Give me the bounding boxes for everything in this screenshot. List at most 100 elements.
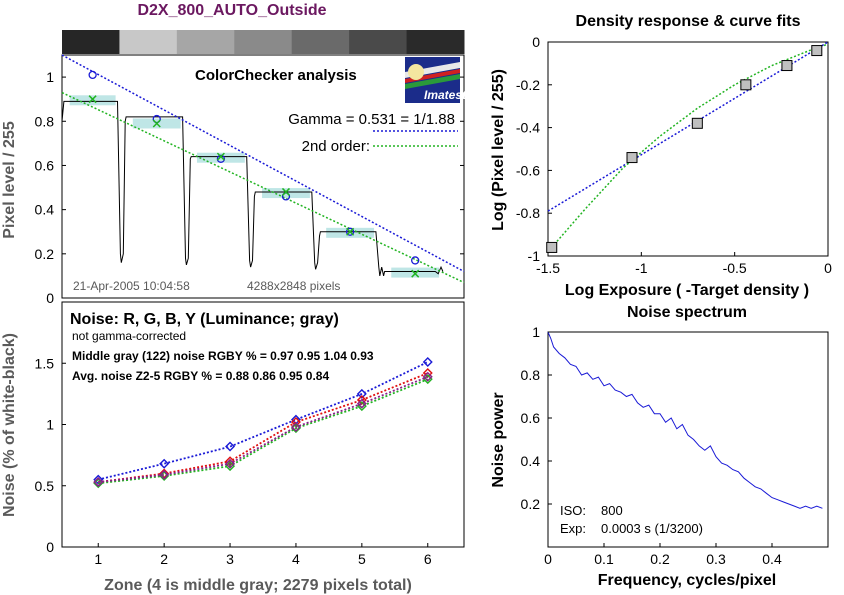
noise-point — [93, 478, 104, 489]
y-tick-label: 0.5 — [35, 478, 55, 494]
zone-level-band — [196, 152, 245, 163]
y-tick-label: 0.4 — [521, 453, 541, 469]
y-tick-label: 0 — [46, 539, 54, 555]
zone-strip-patch — [349, 30, 408, 54]
pixel-level-title: ColorChecker analysis — [195, 67, 357, 84]
y-tick-label: 0.2 — [35, 246, 55, 262]
noise-note-avg: Avg. noise Z2-5 RGBY % = 0.88 0.86 0.95 … — [72, 369, 329, 383]
density-second-order-line — [551, 43, 829, 248]
x-tick-label: -0.5 — [723, 260, 747, 276]
noise-point — [225, 441, 236, 452]
noise-point — [356, 388, 367, 399]
x-tick-label: -1 — [635, 260, 648, 276]
density-point — [781, 60, 793, 72]
second-order-point — [411, 269, 420, 278]
noise-point — [159, 469, 170, 480]
density-point — [691, 117, 703, 129]
density-title: Density response & curve fits — [576, 13, 801, 30]
spectrum-line — [547, 331, 823, 509]
spectrum-title: Noise spectrum — [627, 304, 747, 321]
noise-panel: 1 2 3 4 5 6 0 0.5 1 1.5 Noise: R, G, B, Y (Lumina… — [1, 301, 465, 594]
second-order-point — [152, 119, 161, 128]
density-fit-line — [547, 41, 829, 212]
noise-xlabel: Zone (4 is middle gray; 2279 pixels tota… — [104, 577, 412, 594]
noise-note-middle-gray: Middle gray (122) noise RGBY % = 0.97 0.… — [72, 349, 374, 363]
y-tick-label: 1.5 — [35, 355, 55, 371]
iso-value: 800 — [601, 503, 623, 518]
noise-subtitle: not gamma-corrected — [72, 329, 186, 343]
gamma-point — [411, 256, 420, 265]
x-tick-label: 0 — [824, 260, 832, 276]
x-tick-label: 0.4 — [762, 551, 782, 567]
resolution-annotation: 4288x2848 pixels — [247, 279, 340, 293]
spectrum-plot-area — [547, 331, 829, 548]
noise-marks — [93, 357, 433, 489]
density-point — [626, 152, 638, 164]
zone-strip-patch — [234, 30, 293, 54]
density-ylabel: Log (Pixel level / 255) — [490, 69, 507, 231]
y-tick-label: 0.6 — [35, 157, 55, 173]
density-xlabel: Log Exposure ( -Target density ) — [565, 282, 809, 299]
y-tick-label: -0.2 — [516, 77, 540, 93]
gamma-fit-line — [61, 54, 465, 273]
zone-level-band — [69, 95, 116, 106]
y-tick-label: -1 — [528, 248, 541, 264]
imatest-logo: Imatest — [405, 57, 467, 103]
noise-point — [225, 458, 236, 469]
imatest-logo-text: Imatest — [424, 88, 467, 102]
second-order-point — [216, 152, 225, 161]
x-tick-label: 4 — [292, 551, 300, 567]
x-tick-label: 5 — [358, 551, 366, 567]
second-order-point — [346, 227, 355, 236]
y-tick-label: -0.8 — [516, 205, 540, 221]
noise-point — [159, 468, 170, 479]
x-tick-label: 3 — [226, 551, 234, 567]
noise-point — [290, 423, 301, 434]
timestamp-annotation: 21-Apr-2005 10:04:58 — [73, 279, 190, 293]
y-tick-label: 0.4 — [35, 202, 55, 218]
zone-strip-patch — [62, 30, 120, 54]
gamma-point — [88, 70, 97, 80]
x-tick-label: 0.3 — [706, 551, 726, 567]
spectrum-axes: 0 0.1 0.2 0.3 0.4 0.2 0.4 0.6 0.8 1 — [521, 324, 782, 567]
zone-level-band — [391, 267, 440, 278]
iso-label: ISO: — [560, 503, 586, 518]
y-tick-label: 1 — [46, 417, 54, 433]
y-tick-label: 0.6 — [521, 410, 541, 426]
noise-point — [422, 371, 433, 382]
density-panel: Density response & curve fits -1.5 -1 -0.5… — [490, 13, 832, 299]
y-tick-label: 0.2 — [521, 496, 541, 512]
legend-label-gamma: Gamma = 0.531 = 1/1.88 — [288, 111, 455, 128]
gamma-point — [345, 227, 355, 236]
density-point — [546, 241, 558, 253]
exposure-label: Exp: — [560, 521, 586, 536]
x-tick-label: 0.2 — [650, 551, 670, 567]
x-tick-label: 6 — [424, 551, 432, 567]
y-tick-label: 1 — [532, 324, 540, 340]
y-tick-label: 1 — [46, 69, 54, 85]
y-tick-label: -0.6 — [516, 162, 540, 178]
pixel-level-panel: 0 0.2 0.4 0.6 0.8 1 ColorChecker analysis Ima… — [1, 30, 467, 306]
zone-strip-patch — [406, 30, 465, 54]
y-tick-label: 0.8 — [35, 113, 55, 129]
spectrum-ylabel: Noise power — [490, 392, 507, 487]
zone-strip-patch — [176, 30, 235, 54]
second-order-point — [88, 95, 97, 104]
noise-series-line — [97, 361, 429, 481]
noise-point — [356, 395, 367, 405]
second-order-point — [281, 187, 291, 196]
density-axes: -1.5 -1 -0.5 0-1-0.8-0.6-0.4-0.20 — [516, 34, 832, 276]
gamma-point — [216, 154, 226, 163]
zone-strip — [62, 30, 465, 54]
noise-point — [93, 477, 104, 488]
pixel-level-ylabel: Pixel level / 255 — [1, 121, 18, 239]
spectrum-panel: Noise spectrum 0 0.1 0.2 0.3 0.4 0.2 0.4 0.6 0.8… — [490, 304, 829, 589]
noise-title: Noise: R, G, B, Y (Luminance; gray) — [70, 311, 339, 328]
noise-point — [159, 458, 170, 469]
legend-label-second-order: 2nd order: — [302, 138, 370, 155]
noise-plot-area — [61, 301, 465, 548]
noise-point — [356, 398, 367, 409]
x-tick-label: 2 — [160, 551, 168, 567]
noise-point — [422, 357, 433, 368]
